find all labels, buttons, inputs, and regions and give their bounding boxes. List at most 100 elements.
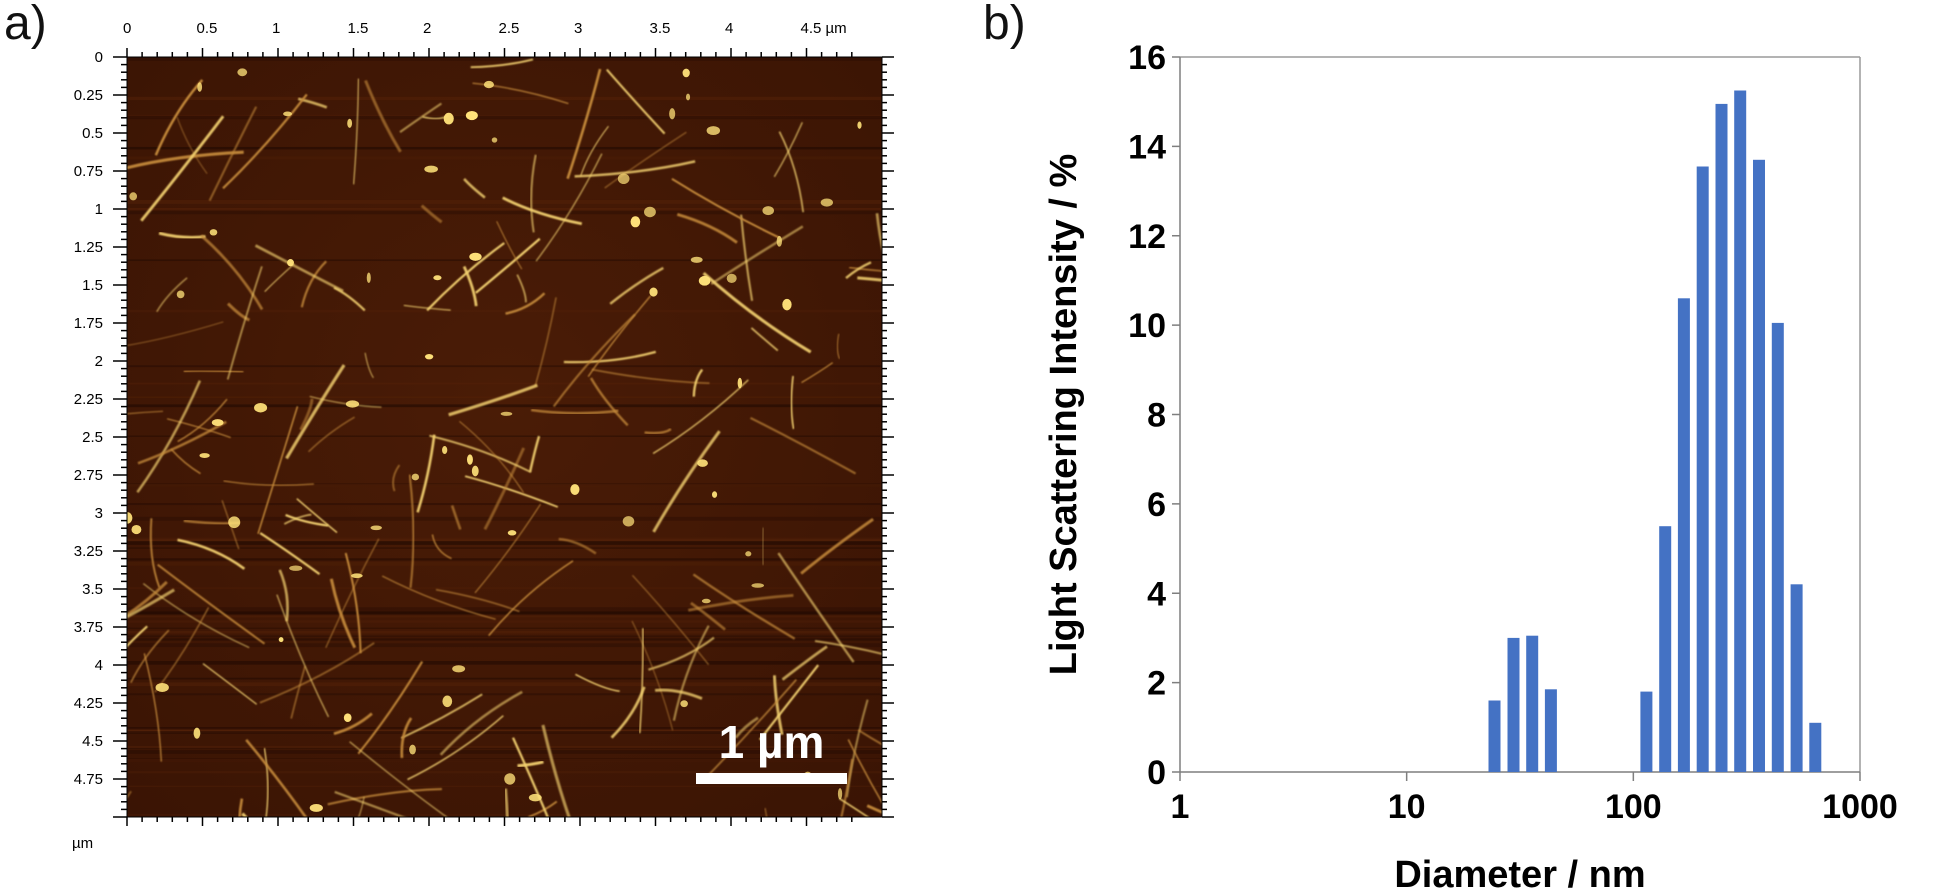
bright-aggregate	[469, 252, 482, 261]
y-tick-label: 1.75	[74, 315, 103, 332]
nanofiber	[420, 204, 443, 224]
bright-aggregate	[283, 111, 293, 117]
nanofiber	[845, 261, 872, 280]
nanofiber	[535, 153, 603, 262]
nanofiber	[488, 560, 574, 637]
nanofiber	[296, 498, 338, 534]
scan-line-streak	[127, 630, 882, 634]
nanofiber	[156, 277, 188, 313]
nanofiber	[285, 364, 346, 460]
y-axis-title: Light Scattering Intensity / %	[1043, 154, 1085, 676]
nanofiber	[259, 642, 375, 704]
nanofiber	[429, 434, 532, 474]
scan-line-streak	[127, 611, 882, 614]
y-tick-label: 4.75	[74, 771, 103, 788]
scan-line-streak	[127, 146, 882, 150]
bright-aggregate	[442, 446, 448, 455]
nanofiber	[176, 117, 208, 175]
nanofiber	[349, 741, 448, 817]
bright-aggregate	[504, 773, 516, 785]
nanofiber	[654, 688, 703, 700]
x-tick-label: 3.5	[650, 20, 671, 37]
x-tick-label: 2.5	[499, 20, 520, 37]
nanofiber	[464, 475, 559, 508]
nanofiber	[740, 214, 754, 301]
scan-line-streak	[127, 814, 882, 816]
scan-line-streak	[127, 516, 882, 521]
bright-aggregate	[424, 165, 438, 173]
nanofiber	[778, 131, 805, 213]
y-tick-label: 8	[1147, 397, 1166, 435]
bright-aggregate	[237, 68, 248, 77]
scan-line-streak	[127, 643, 882, 648]
histogram-bar	[1809, 722, 1822, 772]
nanofiber	[516, 274, 527, 303]
nanofiber	[264, 263, 295, 292]
nanofiber	[400, 693, 483, 739]
y-tick-label: 6	[1147, 486, 1166, 524]
afm-image-background	[127, 57, 882, 817]
nanofiber	[531, 408, 619, 415]
y-tick-label: 2	[1147, 665, 1166, 703]
nanofiber	[439, 690, 523, 756]
panel-b-label: b)	[983, 0, 1026, 50]
x-tick-label: 1000	[1822, 788, 1898, 826]
scan-line-streak	[127, 435, 882, 437]
histogram-bar	[1771, 322, 1784, 772]
x-tick-label: 0	[123, 20, 131, 37]
nanofiber	[496, 221, 523, 270]
nanofiber	[202, 663, 258, 705]
x-axis-title: Diameter / nm	[1394, 854, 1645, 893]
nanofiber	[773, 122, 803, 178]
x-tick-label: 2	[423, 20, 431, 37]
bright-aggregate	[622, 516, 635, 527]
nanofiber	[143, 653, 162, 762]
bright-aggregate	[697, 459, 708, 467]
nanofiber	[459, 420, 525, 493]
y-tick-label: 10	[1128, 307, 1166, 345]
nanofiber	[652, 379, 749, 455]
nanofiber	[226, 302, 251, 322]
bright-aggregate	[782, 298, 792, 311]
nanofiber	[750, 327, 779, 352]
scan-line-streak	[127, 483, 882, 486]
nanofiber	[530, 154, 537, 233]
scan-line-streak	[127, 745, 882, 749]
x-tick-label: 4	[725, 20, 733, 37]
nanofiber	[857, 729, 882, 746]
bright-aggregate	[289, 565, 303, 571]
bright-aggregate	[442, 695, 453, 708]
nanofiber	[353, 78, 360, 185]
scan-line-streak	[127, 682, 882, 687]
nanofiber	[357, 661, 424, 755]
bright-aggregate	[483, 80, 494, 89]
nanofiber	[263, 747, 269, 817]
bright-aggregate	[424, 353, 434, 360]
histogram-bar	[1790, 584, 1803, 772]
y-tick-label: 0.75	[74, 163, 103, 180]
bright-aggregate	[155, 682, 169, 692]
bright-aggregate	[351, 573, 363, 579]
nanofiber	[648, 636, 715, 671]
nanofiber	[166, 418, 231, 439]
x-tick-label: 4.5 µm	[801, 20, 847, 37]
nanofiber	[358, 796, 365, 817]
nanofiber	[127, 588, 175, 619]
y-tick-label: 0.25	[74, 87, 103, 104]
scan-line-streak	[127, 638, 882, 641]
nanofiber	[475, 237, 541, 294]
nanofiber	[127, 410, 164, 415]
nanofiber	[734, 716, 759, 739]
nanofiber	[137, 420, 227, 465]
y-tick-label: 16	[1128, 39, 1166, 77]
scan-line-streak	[127, 114, 882, 116]
scan-line-streak	[127, 771, 882, 774]
x-tick-label: 3	[574, 20, 582, 37]
nanofiber	[297, 97, 328, 109]
nanofiber	[692, 573, 796, 640]
bright-aggregate	[466, 454, 473, 465]
scan-line-streak	[127, 259, 882, 262]
panel-a-label: a)	[4, 0, 47, 50]
bright-aggregate	[127, 512, 133, 524]
dls-bar-chart: 0 2 4 6 8 10 12 14 16 1 10 100 1000 Diameter / nm Ligh…	[1043, 39, 1898, 893]
